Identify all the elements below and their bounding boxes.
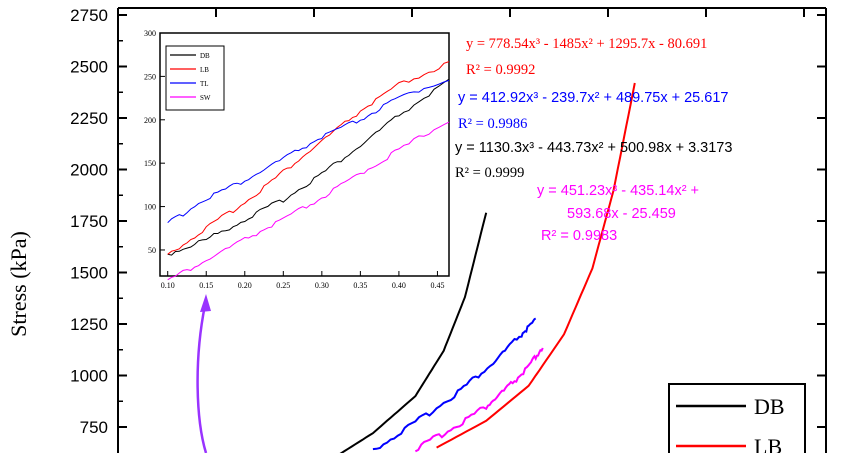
- equation-db-formula: y = 1130.3x³ - 443.73x² + 500.98x + 3.31…: [455, 140, 732, 156]
- inset-legend-label-db: DB: [200, 52, 210, 60]
- inset-x-tick-label: 0.25: [276, 281, 290, 290]
- main-y-tick-label: 1500: [70, 264, 108, 283]
- inset-series-sw: [167, 121, 450, 281]
- inset-x-tick-label: 0.35: [353, 281, 367, 290]
- equation-sw-formula-2: 593.68x - 25.459: [567, 206, 676, 222]
- inset-y-tick-label: 150: [144, 159, 156, 168]
- inset-series-db: [167, 78, 450, 256]
- inset-series-lb: [167, 61, 450, 255]
- equation-tl-r2: R² = 0.9986: [458, 116, 527, 132]
- main-y-tick-label: 1000: [70, 367, 108, 386]
- main-legend-box: [668, 383, 806, 453]
- main-series-group: [339, 82, 636, 453]
- inset-x-tick-label: 0.15: [199, 281, 213, 290]
- inset-legend-label-sw: SW: [200, 94, 211, 102]
- inset-y-tick-label: 200: [144, 116, 156, 125]
- annotation-arrow-head: [200, 294, 211, 312]
- main-y-tick-label: 1250: [70, 315, 108, 334]
- inset-y-tick-label: 100: [144, 203, 156, 212]
- inset-x-tick-label: 0.45: [430, 281, 444, 290]
- main-y-axis: 750 1000 1250 1500 1750 2000 2250 2500 2750: [70, 6, 826, 437]
- equation-tl: y = 412.92x³ - 239.7x² + 489.75x + 25.61…: [458, 90, 728, 132]
- inset-y-tick-label: 50: [148, 246, 156, 255]
- inset-x-tick-label: 0.20: [238, 281, 252, 290]
- legend-db-label: DB: [754, 394, 785, 419]
- annotation-arrow-shaft: [196, 304, 208, 453]
- inset-y-tick-label: 300: [144, 29, 156, 38]
- inset-series-tl: [167, 79, 450, 224]
- inset-x-tick-label: 0.40: [392, 281, 406, 290]
- equation-sw-formula-1: y = 451.23x³ - 435.14x² +: [537, 183, 699, 199]
- y-axis-label: Stress (kPa): [6, 231, 31, 337]
- inset-legend-label-lb: LB: [200, 66, 209, 74]
- main-y-tick-label: 750: [80, 418, 108, 437]
- inset-y-tick-label: 250: [144, 72, 156, 81]
- equation-db-r2: R² = 0.9999: [455, 165, 524, 181]
- main-plot-frame: [117, 7, 827, 453]
- main-legend: DB LB: [668, 383, 806, 453]
- main-y-tick-label: 1750: [70, 212, 108, 231]
- main-y-tick-label: 2250: [70, 109, 108, 128]
- main-series-db: [339, 212, 488, 453]
- equation-lb-formula: y = 778.54x³ - 1485x² + 1295.7x - 80.691: [466, 36, 707, 52]
- inset-legend-label-tl: TL: [200, 80, 209, 88]
- main-series-sw: [414, 347, 544, 453]
- equation-lb: y = 778.54x³ - 1485x² + 1295.7x - 80.691…: [466, 36, 707, 78]
- equation-sw: y = 451.23x³ - 435.14x² + 593.68x - 25.4…: [537, 183, 699, 244]
- main-y-tick-label: 2500: [70, 58, 108, 77]
- equation-db: y = 1130.3x³ - 443.73x² + 500.98x + 3.31…: [455, 140, 732, 181]
- equation-tl-formula: y = 412.92x³ - 239.7x² + 489.75x + 25.61…: [458, 90, 728, 106]
- main-y-tick-label: 2750: [70, 6, 108, 25]
- main-y-tick-label: 2000: [70, 161, 108, 180]
- inset-x-tick-label: 0.30: [315, 281, 329, 290]
- inset-x-tick-label: 0.10: [161, 281, 175, 290]
- equation-sw-r2: R² = 0.9983: [541, 228, 617, 244]
- inset-chart: 0.10 0.15 0.20 0.25 0.30 0.35 0.40 0.45 50 100 150…: [144, 29, 450, 290]
- main-series-lb: [436, 82, 636, 449]
- inset-legend-box: [165, 45, 225, 111]
- annotation-arrow: [196, 294, 211, 453]
- legend-lb-label: LB: [754, 434, 782, 453]
- main-series-tl: [372, 317, 537, 451]
- equation-lb-r2: R² = 0.9992: [466, 62, 535, 78]
